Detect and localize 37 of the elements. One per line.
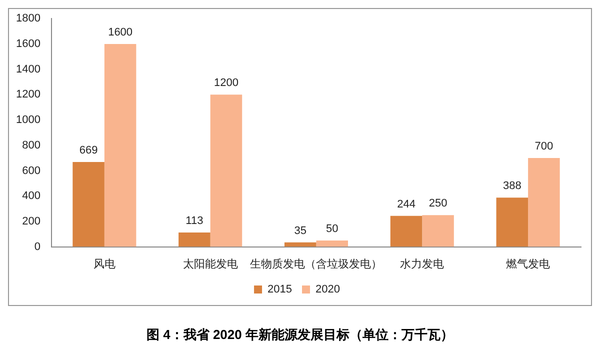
x-tick-label: 太阳能发电	[182, 257, 238, 270]
bar	[210, 94, 242, 247]
y-tick-label: 1800	[16, 12, 40, 25]
bar	[496, 198, 528, 247]
y-tick-label: 1600	[16, 38, 40, 50]
bar	[422, 215, 454, 247]
legend-label: 2020	[316, 284, 340, 296]
bar	[104, 44, 136, 247]
bar	[316, 240, 348, 247]
y-tick-label: 600	[22, 164, 40, 177]
data-label: 700	[534, 140, 554, 153]
data-label: 250	[428, 198, 448, 210]
data-label: 1600	[108, 26, 133, 38]
data-label: 1200	[214, 77, 238, 90]
data-label: 244	[397, 198, 416, 210]
data-label: 113	[186, 215, 204, 228]
data-label: 50	[326, 222, 338, 235]
x-tick-label: 生物质发电（含垃圾发电）	[250, 257, 382, 270]
legend-label: 2015	[268, 284, 292, 296]
x-tick-label: 燃气发电	[506, 257, 550, 270]
data-label: 669	[79, 144, 98, 157]
bar	[178, 232, 210, 247]
y-tick-label: 400	[22, 190, 40, 202]
text: 图 4：我省 2020 年新能源发展目标（单位：万千瓦）	[146, 326, 454, 344]
x-tick-label: 水力发电	[400, 257, 444, 270]
bar	[390, 216, 422, 247]
y-tick-label: 1000	[16, 114, 40, 126]
y-tick-label: 1200	[16, 88, 40, 101]
y-tick-label: 800	[22, 139, 40, 152]
x-tick-label: 风电	[93, 257, 116, 270]
bar	[528, 158, 560, 247]
y-tick-label: 200	[22, 215, 40, 228]
data-label: 35	[294, 224, 306, 237]
data-label: 388	[502, 180, 522, 192]
y-tick-label: 0	[34, 240, 40, 253]
bar	[72, 162, 104, 247]
y-tick-label: 1400	[16, 63, 40, 76]
